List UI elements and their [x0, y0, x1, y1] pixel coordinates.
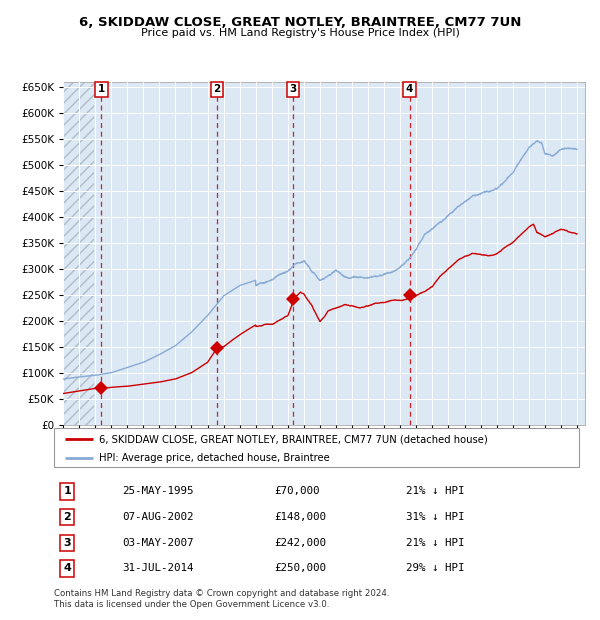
Text: 1: 1: [98, 84, 105, 94]
Text: 31-JUL-2014: 31-JUL-2014: [122, 564, 194, 574]
Text: 25-MAY-1995: 25-MAY-1995: [122, 487, 194, 497]
Text: 1: 1: [63, 487, 71, 497]
Text: 3: 3: [290, 84, 297, 94]
Text: 6, SKIDDAW CLOSE, GREAT NOTLEY, BRAINTREE, CM77 7UN: 6, SKIDDAW CLOSE, GREAT NOTLEY, BRAINTRE…: [79, 16, 521, 29]
Text: £242,000: £242,000: [275, 538, 326, 547]
Text: This data is licensed under the Open Government Licence v3.0.: This data is licensed under the Open Gov…: [54, 600, 329, 609]
Text: 21% ↓ HPI: 21% ↓ HPI: [406, 538, 464, 547]
Text: 4: 4: [63, 564, 71, 574]
Text: 2: 2: [63, 512, 71, 522]
Text: 07-AUG-2002: 07-AUG-2002: [122, 512, 194, 522]
Text: 29% ↓ HPI: 29% ↓ HPI: [406, 564, 464, 574]
Text: 31% ↓ HPI: 31% ↓ HPI: [406, 512, 464, 522]
Text: Contains HM Land Registry data © Crown copyright and database right 2024.: Contains HM Land Registry data © Crown c…: [54, 589, 389, 598]
Text: 21% ↓ HPI: 21% ↓ HPI: [406, 487, 464, 497]
Text: 3: 3: [64, 538, 71, 547]
FancyBboxPatch shape: [54, 428, 579, 467]
Text: £148,000: £148,000: [275, 512, 326, 522]
Text: £250,000: £250,000: [275, 564, 326, 574]
Text: 6, SKIDDAW CLOSE, GREAT NOTLEY, BRAINTREE, CM77 7UN (detached house): 6, SKIDDAW CLOSE, GREAT NOTLEY, BRAINTRE…: [98, 434, 487, 444]
Text: 2: 2: [214, 84, 221, 94]
Text: 03-MAY-2007: 03-MAY-2007: [122, 538, 194, 547]
Text: 4: 4: [406, 84, 413, 94]
Text: £70,000: £70,000: [275, 487, 320, 497]
Text: HPI: Average price, detached house, Braintree: HPI: Average price, detached house, Brai…: [98, 453, 329, 463]
Text: Price paid vs. HM Land Registry's House Price Index (HPI): Price paid vs. HM Land Registry's House …: [140, 28, 460, 38]
